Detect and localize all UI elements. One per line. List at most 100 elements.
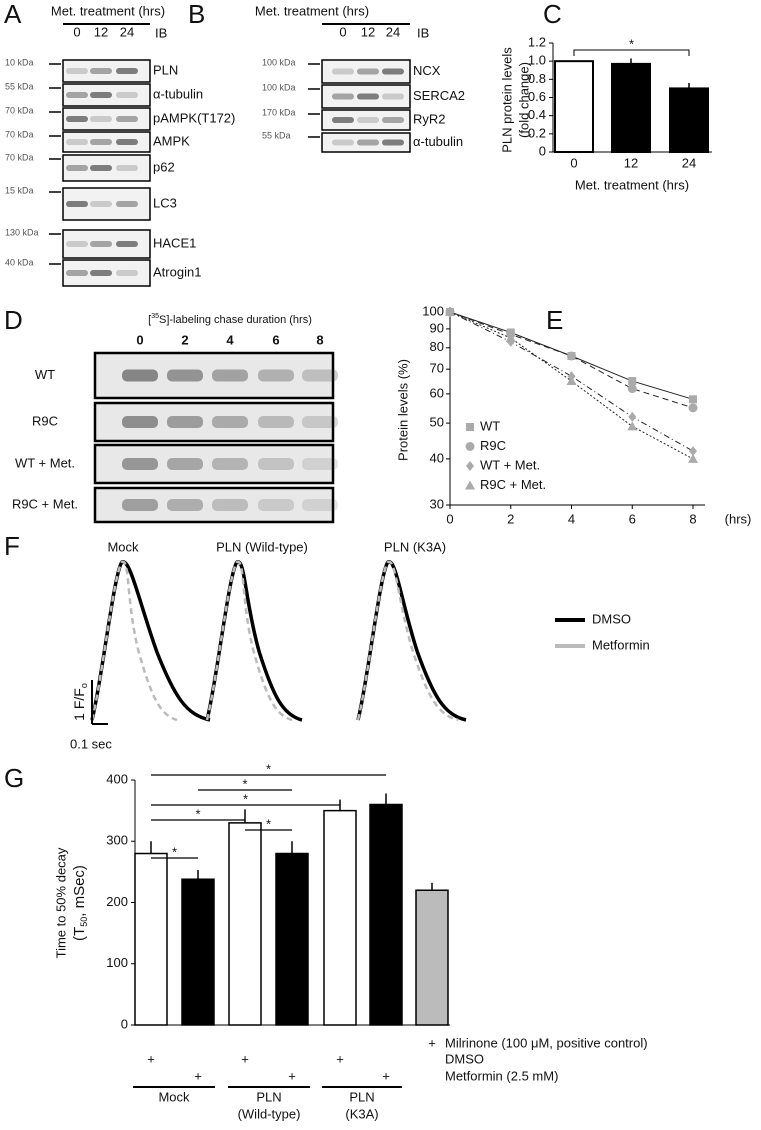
blot-box	[93, 486, 335, 524]
blot-row-label: R9C	[32, 413, 58, 428]
trace-title: Mock	[107, 539, 139, 554]
marker	[466, 423, 474, 431]
blot-row-label: α-tubulin	[153, 86, 203, 101]
blot-band	[122, 416, 158, 428]
blot-band	[302, 458, 338, 470]
scale-y-part: 1 F/F	[71, 688, 87, 721]
blot-band	[357, 139, 379, 146]
blot-row-label: WT	[35, 367, 55, 382]
blot-band	[90, 116, 112, 122]
dmso-trace	[90, 560, 211, 722]
blot-header: Met. treatment (hrs)	[51, 3, 165, 18]
blot-band	[66, 139, 88, 145]
blot-band	[212, 416, 248, 428]
blot-band	[90, 139, 112, 145]
lane-label: 6	[272, 332, 279, 347]
bar	[275, 852, 309, 1026]
lane-label: 12	[94, 24, 108, 39]
blot-box	[321, 109, 411, 131]
lane-label: 0	[136, 332, 143, 347]
bar	[323, 809, 357, 1026]
marker	[689, 446, 697, 457]
blot-band	[258, 499, 294, 511]
blot-header: [35S]-labeling chase duration (hrs)	[148, 313, 312, 326]
marker	[445, 307, 455, 316]
bar	[369, 803, 403, 1026]
header-part: S]-labeling chase duration (hrs)	[159, 314, 312, 326]
blot-band	[66, 201, 88, 207]
condition-mark: +	[147, 1051, 155, 1066]
marker	[566, 376, 577, 386]
marker	[628, 377, 637, 386]
blot-row-label: AMPK	[153, 133, 190, 148]
panel-label: A	[4, 0, 22, 29]
x-tick-label: 2	[507, 511, 514, 526]
blot-band	[167, 369, 203, 382]
blot-band	[302, 369, 338, 382]
blot-band	[382, 117, 404, 123]
condition-mark: +	[382, 1068, 390, 1083]
blot-band	[382, 139, 404, 146]
blot-band	[90, 241, 112, 247]
blot-band	[357, 68, 379, 75]
ib-label: IB	[155, 25, 167, 40]
blot-band	[332, 117, 354, 123]
metformin-trace	[205, 560, 293, 722]
y-tick-label: 40	[430, 450, 444, 465]
blot-band	[167, 499, 203, 511]
header-part: [	[148, 314, 151, 326]
panel-label: C	[543, 0, 562, 29]
significance-label: *	[172, 844, 177, 859]
x-tick-label: 8	[689, 511, 696, 526]
y-tick-label: 0	[539, 143, 546, 158]
blot-row-label: LC3	[153, 195, 177, 210]
significance-label: *	[266, 816, 271, 831]
blot-band	[116, 116, 138, 122]
marker	[688, 453, 698, 463]
y-tick-label: 200	[106, 894, 128, 909]
legend-label: WT + Met.	[480, 457, 540, 472]
metformin-trace	[90, 560, 178, 722]
marker	[465, 480, 475, 490]
y-tick-label: 100	[106, 955, 128, 970]
y-axis-label: PLN protein levels	[499, 47, 514, 153]
bar	[415, 889, 449, 1026]
blot-band	[382, 93, 404, 100]
scale-y-label: 1 F/Fo	[71, 683, 90, 721]
y-label-part: , mSec)	[71, 865, 88, 917]
blot-band	[212, 369, 248, 382]
trace-title: PLN (Wild-type)	[216, 539, 308, 554]
blot-row-label: R9C + Met.	[12, 496, 78, 511]
y-tick-label: 300	[106, 833, 128, 848]
blot-band	[116, 201, 138, 207]
condition-label: Milrinone (100 μM, positive control)	[445, 1035, 648, 1050]
blot-band	[116, 68, 138, 74]
lane-label: 4	[226, 332, 234, 347]
blot-band	[258, 369, 294, 382]
x-tick-label: 0	[570, 155, 577, 170]
kda-label: 55 kDa	[5, 81, 34, 91]
blot-band	[212, 458, 248, 470]
blot-band	[116, 270, 138, 276]
marker	[688, 403, 698, 413]
blot-band	[116, 139, 138, 145]
ib-label: IB	[417, 25, 429, 40]
blot-band	[90, 92, 112, 98]
lane-label: 24	[386, 24, 400, 39]
y-axis-label: Time to 50% decay	[53, 847, 68, 958]
group-label: (K3A)	[345, 1106, 378, 1121]
marker	[689, 395, 697, 404]
significance-bracket	[573, 49, 690, 56]
significance-label: *	[242, 776, 247, 791]
blot-row-label: α-tubulin	[413, 134, 463, 149]
blot-band	[66, 241, 88, 247]
blot-row-label: WT + Met.	[15, 455, 75, 470]
condition-label: DMSO	[445, 1051, 484, 1066]
blot-band	[382, 68, 404, 75]
y-tick-label: 70	[430, 361, 444, 376]
lane-label: 0	[73, 24, 80, 39]
y-label-part: 50	[79, 917, 89, 927]
kda-label: 170 kDa	[262, 107, 296, 117]
marker	[628, 411, 637, 422]
